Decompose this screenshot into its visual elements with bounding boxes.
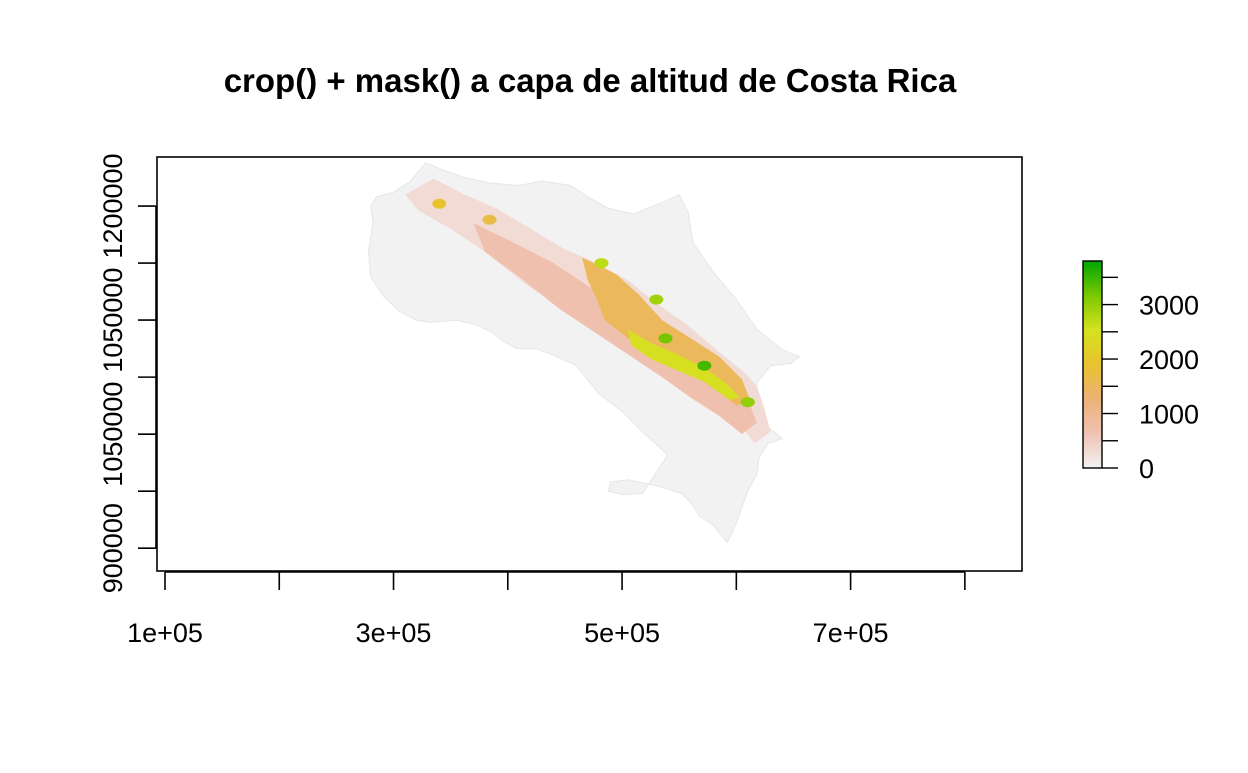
y-tick-label: 900000 [98, 503, 128, 593]
x-tick-label: 7e+05 [813, 618, 889, 648]
legend-color-bar [1082, 260, 1103, 469]
y-tick-label: 1200000 [98, 153, 128, 258]
altitude-band [473, 223, 757, 435]
legend-tick-label: 0 [1139, 454, 1154, 484]
legend-tick-label: 2000 [1139, 345, 1199, 375]
x-axis: 1e+05 3e+05 5e+05 7e+05 [127, 571, 966, 648]
peak-cell [697, 360, 712, 371]
land-mask [367, 162, 801, 544]
x-tick-label: 3e+05 [356, 618, 432, 648]
chart-title: crop() + mask() a capa de altitud de Cos… [224, 62, 957, 99]
y-tick-label: 1050000 [98, 382, 128, 487]
altitude-band [627, 329, 740, 400]
plot-frame [156, 156, 1023, 572]
legend-tick-label: 1000 [1139, 400, 1199, 430]
peak-cell [594, 258, 609, 269]
peak-cell [482, 214, 497, 225]
peak-cell [432, 198, 447, 209]
raster-layer [367, 162, 801, 544]
y-tick-label: 1050000 [98, 268, 128, 373]
x-tick-label: 5e+05 [584, 618, 660, 648]
color-legend: 0 1000 2000 3000 [1082, 260, 1199, 484]
legend-tick-label: 3000 [1139, 291, 1199, 321]
peak-cell [658, 333, 673, 344]
peak-cell [649, 294, 664, 305]
peak-cell [740, 397, 755, 408]
x-tick-label: 1e+05 [127, 618, 203, 648]
y-axis: 900000 1050000 1050000 1200000 [98, 153, 157, 593]
